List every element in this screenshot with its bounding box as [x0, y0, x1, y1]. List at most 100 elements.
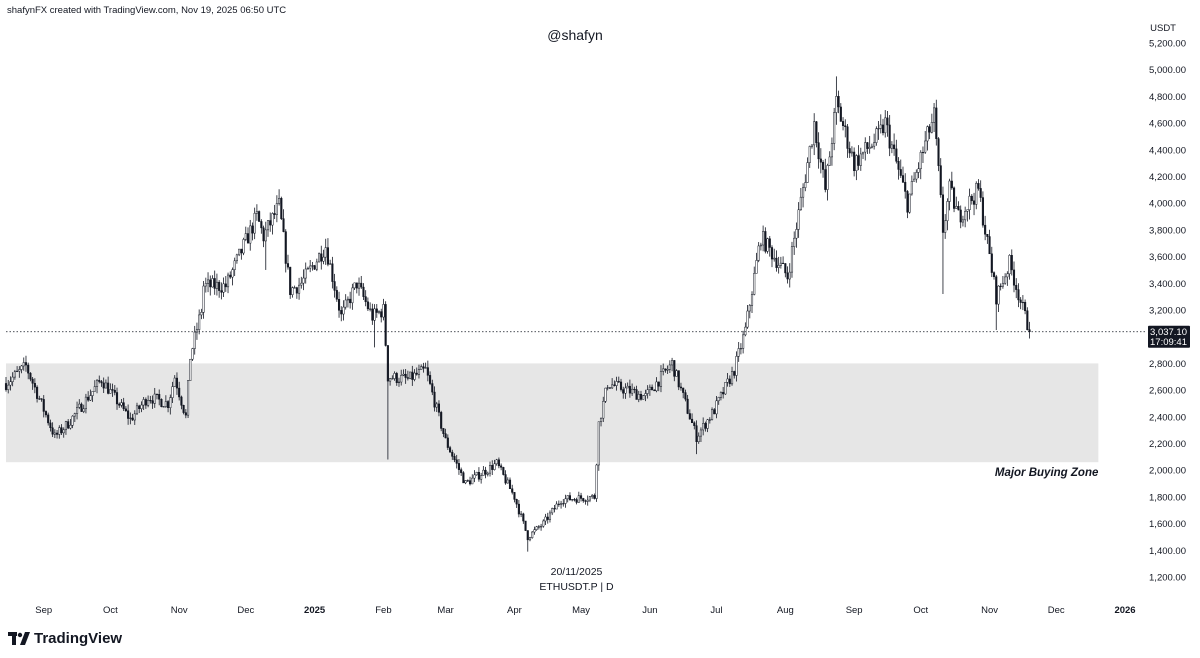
candle-body	[782, 262, 785, 264]
candle-body	[642, 395, 645, 400]
candle-body	[300, 282, 303, 286]
candle-body	[624, 387, 627, 394]
time-axis[interactable]: Sep Oct Nov Dec 2025 Feb Mar Apr May Jun Jul Aug Sep…	[35, 605, 1135, 616]
candle-body	[806, 162, 809, 183]
candle-body	[819, 158, 822, 163]
candle-body	[111, 389, 114, 391]
candle-body	[258, 211, 261, 222]
candle-body	[51, 427, 54, 435]
candle-body	[948, 180, 951, 202]
candle-body	[584, 500, 587, 502]
candle-body	[355, 282, 358, 289]
candle-body	[371, 308, 374, 321]
candle-body	[404, 373, 407, 378]
candle-body	[431, 383, 434, 393]
candle-body	[941, 194, 945, 233]
candle-body	[326, 247, 329, 265]
candle-body	[362, 286, 365, 297]
price-axis-tick-label: 3,800.00	[1149, 225, 1186, 236]
candle-body	[233, 260, 236, 270]
candle-body	[890, 144, 893, 149]
candle-body	[884, 117, 887, 134]
candle-body	[693, 422, 696, 426]
candle-body	[540, 525, 543, 528]
time-axis-tick-label: Dec	[1048, 605, 1065, 616]
candle-body	[40, 398, 43, 400]
candle-body	[644, 393, 647, 396]
candle-body	[22, 362, 25, 367]
candle-body	[282, 218, 285, 232]
candle-body	[60, 427, 63, 434]
candle-body	[280, 197, 283, 219]
candle-body	[580, 495, 583, 499]
candlestick-series	[4, 76, 1031, 552]
candle-body	[859, 153, 862, 166]
tradingview-brand[interactable]: TradingView	[8, 630, 122, 647]
candle-body	[42, 399, 45, 412]
candle-body	[89, 395, 92, 401]
candle-body	[253, 212, 256, 234]
candle-body	[582, 498, 585, 502]
current-price-value: 3,037.10	[1150, 327, 1187, 338]
candle-body	[33, 383, 36, 388]
candle-body	[191, 348, 194, 360]
candle-body	[493, 463, 496, 470]
candle-body	[462, 472, 465, 484]
candle-body	[999, 285, 1002, 287]
candle-body	[679, 386, 683, 389]
candle-body	[886, 117, 889, 126]
price-axis-tick-label: 4,800.00	[1149, 92, 1186, 103]
candle-body	[78, 403, 81, 408]
candle-body	[455, 459, 458, 464]
candle-body	[613, 384, 616, 386]
candle-body	[357, 282, 361, 289]
price-axis-tick-label: 2,800.00	[1149, 359, 1186, 370]
candle-body	[795, 229, 798, 239]
candle-body	[788, 271, 791, 280]
candle-body	[329, 263, 332, 265]
candle-body	[1004, 276, 1007, 284]
price-axis-tick-label: 4,600.00	[1149, 119, 1186, 130]
time-axis-tick-label: Dec	[237, 605, 254, 616]
time-axis-tick-label: Mar	[437, 605, 453, 616]
candle-body	[568, 495, 571, 501]
candle-body	[817, 142, 820, 160]
candle-body	[64, 421, 67, 431]
candle-body	[135, 405, 139, 415]
candle-body	[302, 277, 305, 284]
candle-body	[127, 410, 130, 419]
candle-body	[173, 377, 176, 387]
candle-body	[440, 412, 443, 429]
candle-body	[420, 366, 423, 370]
time-axis-tick-label: Sep	[35, 605, 52, 616]
candle-body	[160, 399, 163, 407]
candle-body	[959, 209, 962, 223]
candle-body	[675, 370, 678, 377]
candle-body	[770, 247, 774, 260]
symbol-label: ETHUSDT.P | D	[539, 581, 614, 593]
candle-body	[697, 435, 700, 443]
candle-body	[389, 378, 392, 382]
candle-body	[511, 488, 514, 493]
candle-body	[346, 298, 349, 301]
candle-body	[737, 348, 740, 357]
candle-body	[184, 412, 187, 416]
candle-body	[482, 469, 485, 476]
price-axis[interactable]: USDT 1,200.00 1,400.00 1,600.00 1,800.00 2,00…	[1149, 23, 1186, 584]
candle-body	[386, 345, 389, 382]
candle-body	[946, 201, 949, 222]
candle-body	[662, 368, 665, 372]
candle-body	[908, 193, 911, 213]
author-watermark: @shafyn	[547, 27, 603, 43]
candle-body	[53, 432, 56, 435]
candle-body	[29, 372, 32, 380]
candle-body	[80, 403, 83, 412]
candle-body	[517, 503, 520, 515]
candle-body	[722, 392, 725, 395]
candle-body	[393, 373, 396, 379]
candle-body	[824, 169, 827, 190]
candle-body	[868, 147, 871, 149]
candle-body	[246, 233, 250, 244]
candle-body	[839, 106, 842, 122]
